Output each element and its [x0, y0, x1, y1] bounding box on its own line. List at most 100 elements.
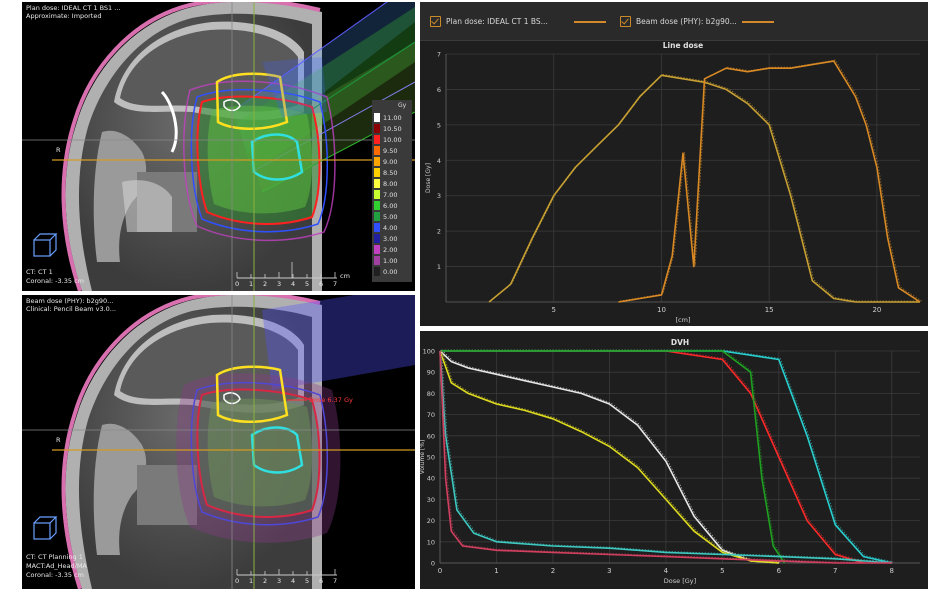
y-tick-label: 7 — [437, 51, 441, 59]
series-line-1-secondary — [441, 349, 781, 563]
colorbar-swatch — [374, 190, 380, 199]
colorbar-swatch — [374, 223, 380, 232]
viewer-bottom-line1: Beam dose (PHY): b2g90... — [26, 297, 114, 305]
scale-tick-label: 0 — [235, 577, 240, 585]
legend-item1-swatch — [574, 21, 606, 23]
series-line-6 — [439, 350, 892, 564]
viewer-bottom-bottom2: MACT:Ad_Head/MA — [26, 562, 87, 570]
dose-colorbar: Gy 11.00 10.50 10.00 9.50 9.00 8.50 8.00 7.00 6.… — [372, 100, 412, 282]
colorbar-label: 4.00 — [383, 223, 398, 232]
viewer-bottom-orientation: R — [56, 436, 61, 444]
colorbar-level: 0.00 — [374, 266, 402, 277]
colorbar-label: 6.00 — [383, 201, 398, 210]
x-axis-label: Dose [Gy] — [664, 577, 696, 585]
colorbar-label: 11.00 — [383, 113, 402, 122]
orientation-cube-icon — [33, 516, 58, 540]
x-tick-label: 2 — [551, 567, 555, 575]
line-dose-legend-bar: Plan dose: IDEAL CT 1 BS... Beam dose (P… — [420, 2, 928, 41]
y-tick-label: 5 — [437, 121, 441, 129]
sagittal-viewer-top[interactable]: Plan dose: IDEAL CT 1 BS1 ... Approximat… — [22, 2, 415, 291]
colorbar-level: 10.50 — [374, 123, 402, 134]
x-tick-label: 10 — [657, 306, 666, 314]
scale-tick-label: 1 — [249, 577, 254, 585]
colorbar-level: 7.00 — [374, 189, 402, 200]
x-tick-label: 7 — [833, 567, 837, 575]
beam-dose-checkbox[interactable] — [620, 16, 631, 27]
colorbar-label: 9.00 — [383, 157, 398, 166]
chart-title: DVH — [671, 338, 689, 347]
colorbar-label: 5.00 — [383, 212, 398, 221]
colorbar-label: 10.50 — [383, 124, 402, 133]
colorbar-level: 3.00 — [374, 233, 402, 244]
series-line-2-secondary — [619, 59, 922, 302]
viewer-bottom-bottom1: CT: CT Planning 1 — [26, 553, 83, 561]
sagittal-viewer-bottom[interactable]: Beam dose (PHY): b2g90... Clinical: Penc… — [22, 295, 415, 589]
scale-tick-label: 5 — [305, 280, 310, 288]
legend-item1-label: Plan dose: IDEAL CT 1 BS... — [446, 17, 548, 26]
colorbar-level: 9.00 — [374, 156, 402, 167]
viewer-bottom-bottom3: Coronal: -3.35 cm — [26, 571, 84, 579]
scale-tick-label: 7 — [333, 280, 338, 288]
viewer-top-line1: Plan dose: IDEAL CT 1 BS1 ... — [26, 4, 121, 12]
colorbar-level: 10.00 — [374, 134, 402, 145]
x-tick-label: 0 — [438, 567, 442, 575]
viewer-top-scale-unit: cm — [340, 272, 350, 280]
scale-tick-label: 3 — [277, 280, 282, 288]
x-tick-label: 6 — [777, 567, 782, 575]
scale-tick-label: 4 — [291, 577, 296, 585]
y-tick-label: 80 — [427, 390, 435, 398]
series-line-2 — [618, 60, 921, 303]
colorbar-level: 6.00 — [374, 200, 402, 211]
y-tick-label: 0 — [431, 560, 435, 568]
colorbar-swatch — [374, 124, 380, 133]
viewer-top-bottom2: Coronal: -3.35 cm — [26, 277, 84, 285]
plan-dose-checkbox[interactable] — [430, 16, 441, 27]
x-tick-label: 5 — [551, 306, 555, 314]
y-tick-label: 4 — [437, 157, 441, 165]
colorbar-swatch — [374, 135, 380, 144]
x-tick-label: 3 — [607, 567, 611, 575]
colorbar-level: 8.50 — [374, 167, 402, 178]
colorbar-swatch — [374, 113, 380, 122]
x-axis-label: [cm] — [676, 316, 691, 324]
scale-tick-label: 4 — [291, 280, 296, 288]
y-tick-label: 40 — [427, 475, 435, 483]
colorbar-swatch — [374, 179, 380, 188]
y-tick-label: 70 — [427, 411, 435, 419]
colorbar-swatch — [374, 168, 380, 177]
colorbar-unit: Gy — [398, 102, 407, 109]
chart-title: Line dose — [663, 41, 703, 50]
scale-tick-label: 0 — [235, 280, 240, 288]
viewer-top-orientation: R — [56, 146, 61, 154]
series-line-5-secondary — [441, 349, 787, 563]
scale-tick-label: 5 — [305, 577, 310, 585]
colorbar-level: 5.00 — [374, 211, 402, 222]
orientation-cube-icon — [33, 233, 58, 257]
colorbar-swatch — [374, 267, 380, 276]
y-axis-label: Dose [Gy] — [425, 163, 432, 193]
scale-tick-label: 1 — [249, 280, 254, 288]
colorbar-swatch — [374, 146, 380, 155]
y-tick-label: 1 — [437, 263, 441, 271]
scale-tick-label: 6 — [319, 577, 324, 585]
series-line-1-secondary — [490, 73, 922, 302]
y-tick-label: 50 — [427, 454, 435, 462]
scale-tick-label: 6 — [319, 280, 324, 288]
colorbar-level: 2.00 — [374, 244, 402, 255]
y-axis-label: Volume [%] — [420, 440, 426, 475]
y-tick-label: 100 — [423, 348, 435, 356]
viewer-top-line2: Approximate: Imported — [26, 12, 102, 20]
viewer-bottom-line2: Clinical: Pencil Beam v3.0... — [26, 305, 116, 313]
series-line-5 — [440, 350, 786, 564]
scale-tick-label: 3 — [277, 577, 282, 585]
colorbar-label: 8.50 — [383, 168, 398, 177]
colorbar-label: 0.00 — [383, 267, 398, 276]
scale-tick-label: 2 — [263, 577, 268, 585]
line-dose-chart: 5 10 15 20 1 2 3 4 5 6 7 Line dose [cm] Dose [Gy] — [425, 41, 922, 324]
series-line-7 — [439, 350, 892, 564]
colorbar-label: 7.00 — [383, 190, 398, 199]
y-tick-label: 20 — [427, 517, 435, 525]
colorbar-label: 9.50 — [383, 146, 398, 155]
